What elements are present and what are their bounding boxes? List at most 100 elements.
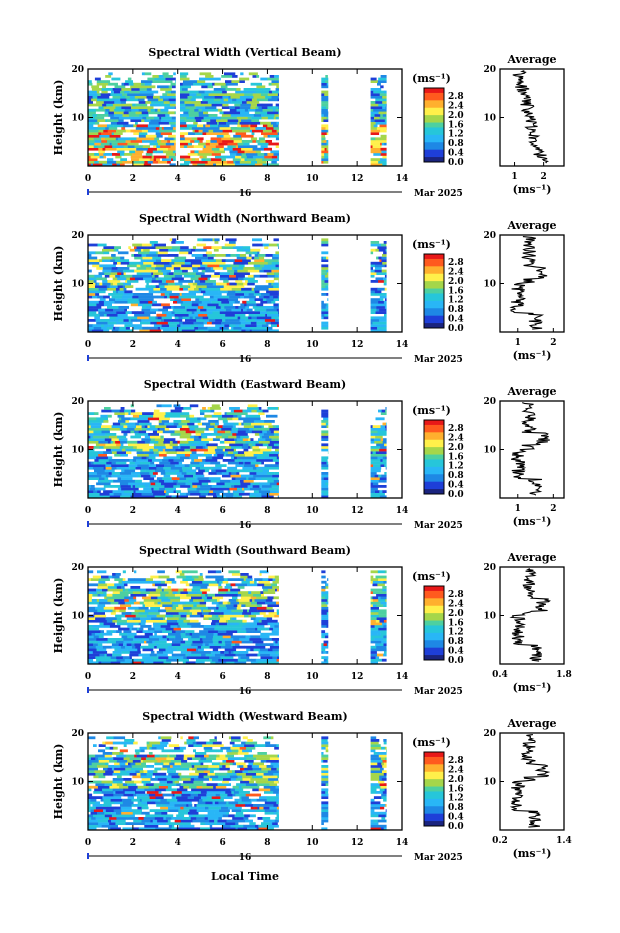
heatmap-cell: [198, 477, 210, 480]
heatmap-cell: [373, 145, 382, 148]
heatmap-cell: [160, 783, 166, 786]
colorbar-segment: [424, 588, 444, 591]
heatmap-cell: [273, 303, 278, 306]
heatmap-cell: [184, 475, 193, 478]
heatmap-cell: [207, 264, 219, 267]
heatmap-cell: [324, 477, 329, 480]
heatmap-cell: [168, 807, 176, 810]
heatmap-cell: [130, 91, 140, 94]
heatmap-cell: [380, 459, 383, 462]
colorbar-segment: [424, 150, 444, 153]
heatmap-cell: [180, 755, 184, 758]
heatmap-cell: [232, 617, 237, 620]
heatmap-cell: [105, 814, 112, 817]
heatmap-cell: [266, 298, 274, 301]
average-frame: [500, 235, 564, 332]
heatmap-cell: [88, 285, 95, 288]
heatmap-cell: [208, 85, 214, 88]
heatmap-cell: [239, 602, 251, 605]
heatmap-cell: [102, 633, 112, 636]
heatmap-cell: [224, 98, 229, 101]
heatmap-cell: [155, 109, 158, 112]
heatmap-cell: [321, 620, 328, 623]
heatmap-cell: [214, 150, 225, 153]
heatmap-cell: [155, 438, 164, 441]
heatmap-cell: [141, 762, 146, 765]
heatmap-cell: [321, 794, 328, 797]
heatmap-cell: [110, 428, 121, 431]
heatmap-cell: [210, 296, 214, 299]
heatmap-cell: [103, 153, 112, 156]
heatmap-cell: [121, 301, 126, 304]
heatmap-cell: [321, 259, 328, 262]
heatmap-cell: [197, 283, 208, 286]
heatmap-cell: [190, 462, 199, 465]
heatmap-cell: [321, 755, 328, 758]
heatmap-cell: [277, 114, 279, 117]
heatmap-cell: [128, 311, 132, 314]
heatmap-cell: [128, 482, 136, 485]
colorbar-tick-label: 0.0: [448, 324, 464, 334]
heatmap-cell: [215, 773, 227, 776]
heatmap-cell: [173, 604, 179, 607]
day-label: 16: [239, 355, 252, 365]
heatmap-cell: [251, 612, 254, 615]
heatmap-cell: [208, 257, 214, 260]
heatmap-cell: [113, 262, 117, 265]
heatmap-cell: [141, 85, 149, 88]
heatmap-cell: [155, 469, 165, 472]
heatmap-cell: [321, 609, 328, 612]
heatmap-cell: [371, 316, 374, 319]
heatmap-cell: [190, 609, 202, 612]
heatmap-cell: [235, 290, 247, 293]
heatmap-cell: [197, 591, 202, 594]
heatmap-cell: [101, 576, 109, 579]
avg-x-tick-label: 2: [550, 504, 556, 514]
heatmap-cell: [159, 130, 170, 133]
heatmap-cell: [200, 412, 204, 415]
heatmap-cell: [111, 799, 123, 802]
heatmap-cell: [194, 288, 199, 291]
heatmap-cell: [182, 324, 191, 327]
heatmap-cell: [145, 609, 149, 612]
heatmap-cell: [234, 620, 243, 623]
colorbar-segment: [424, 276, 444, 279]
heatmap-cell: [163, 765, 171, 768]
heatmap-cell: [188, 796, 195, 799]
heatmap-cell: [208, 161, 219, 164]
heatmap-cell: [147, 428, 158, 431]
heatmap-cell: [175, 412, 187, 415]
date-label: Mar 2025: [414, 521, 463, 531]
heatmap-cell: [150, 104, 161, 107]
heatmap-cell: [212, 322, 214, 325]
colorbar-segment: [424, 608, 444, 611]
heatmap-cell: [125, 781, 134, 784]
heatmap-cell: [175, 283, 183, 286]
heatmap-cell: [261, 822, 270, 825]
heatmap-cell: [93, 490, 97, 493]
heatmap-cell: [118, 298, 127, 301]
heatmap-cell: [263, 130, 272, 133]
heatmap-cell: [212, 659, 219, 662]
heatmap-cell: [371, 628, 379, 631]
heatmap-cell: [152, 285, 156, 288]
heatmap-cell: [151, 656, 159, 659]
heatmap-cell: [383, 114, 387, 117]
heatmap-cell: [242, 641, 253, 644]
heatmap-cell: [219, 581, 223, 584]
heatmap-cell: [383, 109, 387, 112]
heatmap-cell: [192, 768, 197, 771]
heatmap-cell: [193, 296, 204, 299]
heatmap-cell: [214, 132, 224, 135]
heatmap-cell: [246, 794, 258, 797]
heatmap-cell: [191, 596, 202, 599]
heatmap-cell: [105, 770, 114, 773]
heatmap-cell: [238, 277, 244, 280]
heatmap-cell: [96, 659, 106, 662]
heatmap-cell: [251, 799, 257, 802]
heatmap-cell: [243, 249, 251, 252]
heatmap-cell: [203, 641, 213, 644]
heatmap-cell: [321, 443, 328, 446]
heatmap-cell: [172, 656, 184, 659]
heatmap-cell: [154, 799, 159, 802]
